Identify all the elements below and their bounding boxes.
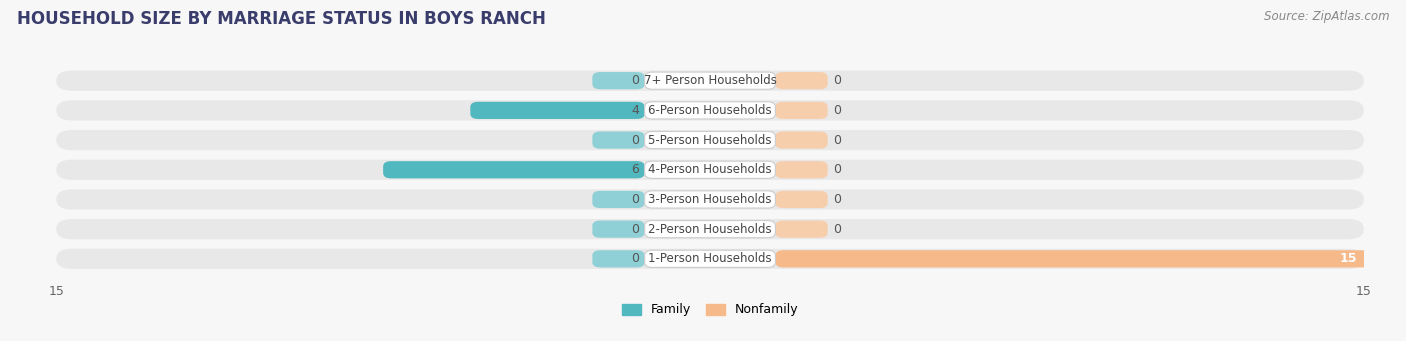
Text: 0: 0 [631, 193, 640, 206]
Text: 0: 0 [631, 134, 640, 147]
Text: 0: 0 [832, 134, 841, 147]
FancyBboxPatch shape [776, 250, 1406, 267]
FancyBboxPatch shape [644, 221, 776, 238]
Text: 3-Person Households: 3-Person Households [648, 193, 772, 206]
FancyBboxPatch shape [644, 72, 776, 89]
FancyBboxPatch shape [592, 221, 644, 238]
FancyBboxPatch shape [592, 72, 644, 89]
FancyBboxPatch shape [56, 130, 1364, 150]
Text: 0: 0 [631, 74, 640, 87]
Text: 7+ Person Households: 7+ Person Households [644, 74, 776, 87]
FancyBboxPatch shape [56, 100, 1364, 120]
FancyBboxPatch shape [644, 131, 776, 149]
FancyBboxPatch shape [644, 191, 776, 208]
Text: 0: 0 [832, 223, 841, 236]
Text: 0: 0 [832, 104, 841, 117]
FancyBboxPatch shape [592, 191, 644, 208]
Text: 15: 15 [1340, 252, 1357, 265]
FancyBboxPatch shape [56, 160, 1364, 180]
Text: 2-Person Households: 2-Person Households [648, 223, 772, 236]
FancyBboxPatch shape [776, 102, 828, 119]
FancyBboxPatch shape [776, 191, 828, 208]
FancyBboxPatch shape [470, 102, 644, 119]
Text: HOUSEHOLD SIZE BY MARRIAGE STATUS IN BOYS RANCH: HOUSEHOLD SIZE BY MARRIAGE STATUS IN BOY… [17, 10, 546, 28]
FancyBboxPatch shape [644, 250, 776, 267]
Text: 4-Person Households: 4-Person Households [648, 163, 772, 176]
Legend: Family, Nonfamily: Family, Nonfamily [617, 298, 803, 321]
Text: 5-Person Households: 5-Person Households [648, 134, 772, 147]
FancyBboxPatch shape [776, 131, 828, 149]
Text: 6-Person Households: 6-Person Households [648, 104, 772, 117]
Text: 0: 0 [832, 193, 841, 206]
FancyBboxPatch shape [644, 102, 776, 119]
FancyBboxPatch shape [776, 221, 828, 238]
FancyBboxPatch shape [776, 72, 828, 89]
Text: 6: 6 [631, 163, 640, 176]
FancyBboxPatch shape [56, 189, 1364, 210]
Text: 0: 0 [832, 163, 841, 176]
FancyBboxPatch shape [776, 161, 828, 178]
FancyBboxPatch shape [56, 219, 1364, 239]
FancyBboxPatch shape [56, 249, 1364, 269]
Text: Source: ZipAtlas.com: Source: ZipAtlas.com [1264, 10, 1389, 23]
FancyBboxPatch shape [644, 161, 776, 178]
Text: 1-Person Households: 1-Person Households [648, 252, 772, 265]
FancyBboxPatch shape [592, 250, 644, 267]
FancyBboxPatch shape [56, 71, 1364, 91]
Text: 0: 0 [631, 223, 640, 236]
Text: 0: 0 [631, 252, 640, 265]
Text: 0: 0 [832, 74, 841, 87]
Text: 4: 4 [631, 104, 640, 117]
FancyBboxPatch shape [592, 131, 644, 149]
FancyBboxPatch shape [382, 161, 644, 178]
